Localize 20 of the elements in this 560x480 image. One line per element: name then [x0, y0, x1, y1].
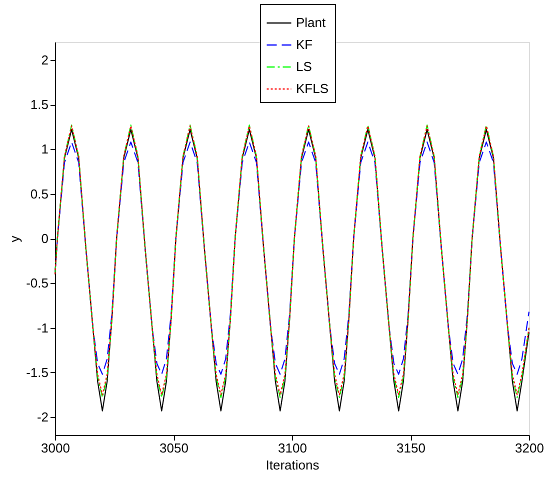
y-tick-label: -0.5 [26, 276, 48, 291]
y-tick-label: -1 [36, 320, 48, 336]
x-axis-title: Iterations [266, 458, 320, 472]
x-tick-label: 3100 [278, 440, 307, 456]
y-tick-label: 0 [41, 231, 48, 246]
y-tick-label: -1.5 [26, 364, 48, 380]
x-tick-label: 3000 [41, 440, 70, 456]
y-tick-label: 0.5 [30, 186, 48, 202]
y-tick-label: 1 [41, 142, 48, 157]
legend-label: LS [296, 59, 312, 74]
y-tick-label: -2 [36, 410, 48, 425]
x-tick-label: 3150 [396, 440, 426, 456]
y-axis-title: y [7, 235, 22, 242]
x-tick-label: 3200 [515, 440, 544, 456]
legend-label: KF [296, 37, 313, 52]
x-tick-label: 3050 [160, 440, 188, 456]
y-tick-label: 2 [41, 52, 48, 68]
legend-label: KFLS [296, 81, 329, 96]
legend-label: Plant [296, 15, 326, 30]
y-tick-label: 1.5 [30, 97, 48, 112]
